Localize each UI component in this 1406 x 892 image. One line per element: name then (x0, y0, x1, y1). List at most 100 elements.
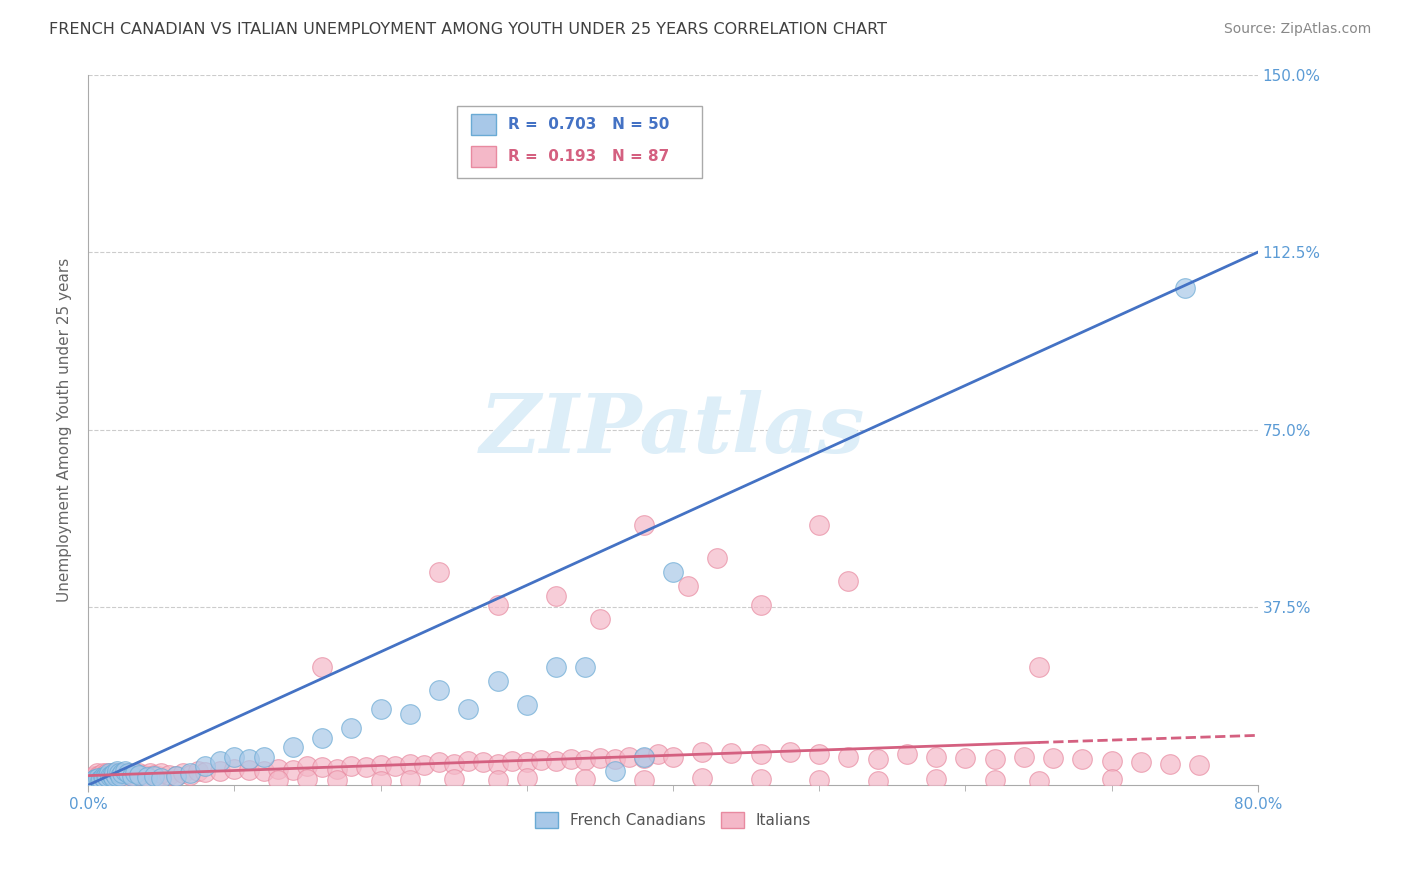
Point (443, 772, 465, 787)
Point (837, 574, 859, 589)
Point (808, 773, 831, 788)
Point (132, 767, 155, 781)
Point (589, 612, 612, 626)
Point (413, 758, 436, 772)
Point (104, 769, 127, 783)
Point (124, 766, 146, 780)
Point (172, 766, 194, 780)
Point (603, 752, 626, 766)
Point (398, 756, 420, 771)
Point (98, 769, 121, 783)
Point (128, 766, 150, 780)
Point (516, 771, 538, 785)
Point (1101, 772, 1123, 787)
Point (105, 764, 128, 778)
Point (633, 749, 655, 764)
Point (208, 764, 231, 778)
Point (720, 746, 742, 760)
Point (91, 770, 114, 784)
Point (93, 771, 115, 785)
Point (101, 767, 124, 781)
Point (84, 772, 107, 787)
Point (866, 752, 889, 766)
Point (194, 759, 217, 773)
Point (150, 766, 173, 780)
Point (574, 659, 596, 673)
Point (779, 745, 801, 759)
Point (142, 769, 165, 783)
Point (1012, 749, 1035, 764)
Point (574, 754, 596, 768)
Point (516, 756, 538, 770)
Point (117, 766, 139, 780)
Point (179, 766, 201, 780)
Point (486, 598, 509, 612)
Point (808, 747, 831, 762)
Point (633, 517, 655, 532)
Point (530, 754, 553, 768)
Point (194, 764, 217, 779)
Point (208, 755, 231, 769)
Point (138, 766, 160, 780)
Point (91, 766, 114, 780)
Point (83, 769, 105, 783)
Point (427, 683, 450, 698)
Point (1188, 758, 1211, 772)
Point (84, 770, 107, 784)
Point (97, 767, 120, 781)
Y-axis label: Unemployment Among Youth under 25 years: Unemployment Among Youth under 25 years (58, 258, 72, 602)
Point (103, 769, 125, 783)
Point (135, 770, 157, 784)
Point (983, 773, 1005, 788)
Point (749, 747, 772, 762)
Point (90, 772, 112, 787)
Point (96, 770, 118, 784)
Point (297, 759, 319, 773)
Point (179, 767, 201, 781)
Point (281, 763, 304, 777)
Point (114, 764, 136, 778)
Point (837, 749, 859, 764)
Point (443, 756, 465, 771)
Point (165, 769, 187, 783)
Point (100, 767, 122, 781)
Point (108, 766, 131, 780)
Text: FRENCH CANADIAN VS ITALIAN UNEMPLOYMENT AMONG YOUTH UNDER 25 YEARS CORRELATION C: FRENCH CANADIAN VS ITALIAN UNEMPLOYMENT … (49, 22, 887, 37)
Point (1174, 281, 1197, 295)
Bar (471, 113, 496, 135)
Point (706, 550, 728, 565)
Point (544, 755, 567, 769)
Point (238, 752, 260, 766)
Point (101, 770, 124, 784)
Point (252, 749, 274, 764)
Point (89, 767, 111, 781)
Point (471, 756, 494, 770)
Point (647, 747, 669, 762)
Point (896, 747, 918, 762)
Point (89, 773, 111, 788)
Point (516, 698, 538, 712)
Point (98, 769, 121, 783)
Point (1042, 750, 1064, 764)
Point (457, 755, 479, 769)
Point (114, 769, 136, 783)
Point (370, 702, 392, 716)
Point (1028, 659, 1050, 673)
Point (617, 749, 640, 764)
Point (90, 770, 112, 784)
Point (311, 659, 333, 673)
Point (662, 565, 685, 579)
Point (157, 767, 180, 781)
Point (96, 766, 118, 780)
Point (486, 673, 509, 688)
Bar (471, 145, 496, 167)
Point (100, 766, 122, 780)
Point (252, 764, 274, 778)
Point (124, 769, 146, 783)
Point (121, 767, 143, 781)
Point (866, 774, 889, 789)
Point (603, 764, 626, 778)
Point (370, 758, 392, 772)
Point (135, 769, 157, 783)
Legend: French Canadians, Italians: French Canadians, Italians (529, 806, 817, 834)
